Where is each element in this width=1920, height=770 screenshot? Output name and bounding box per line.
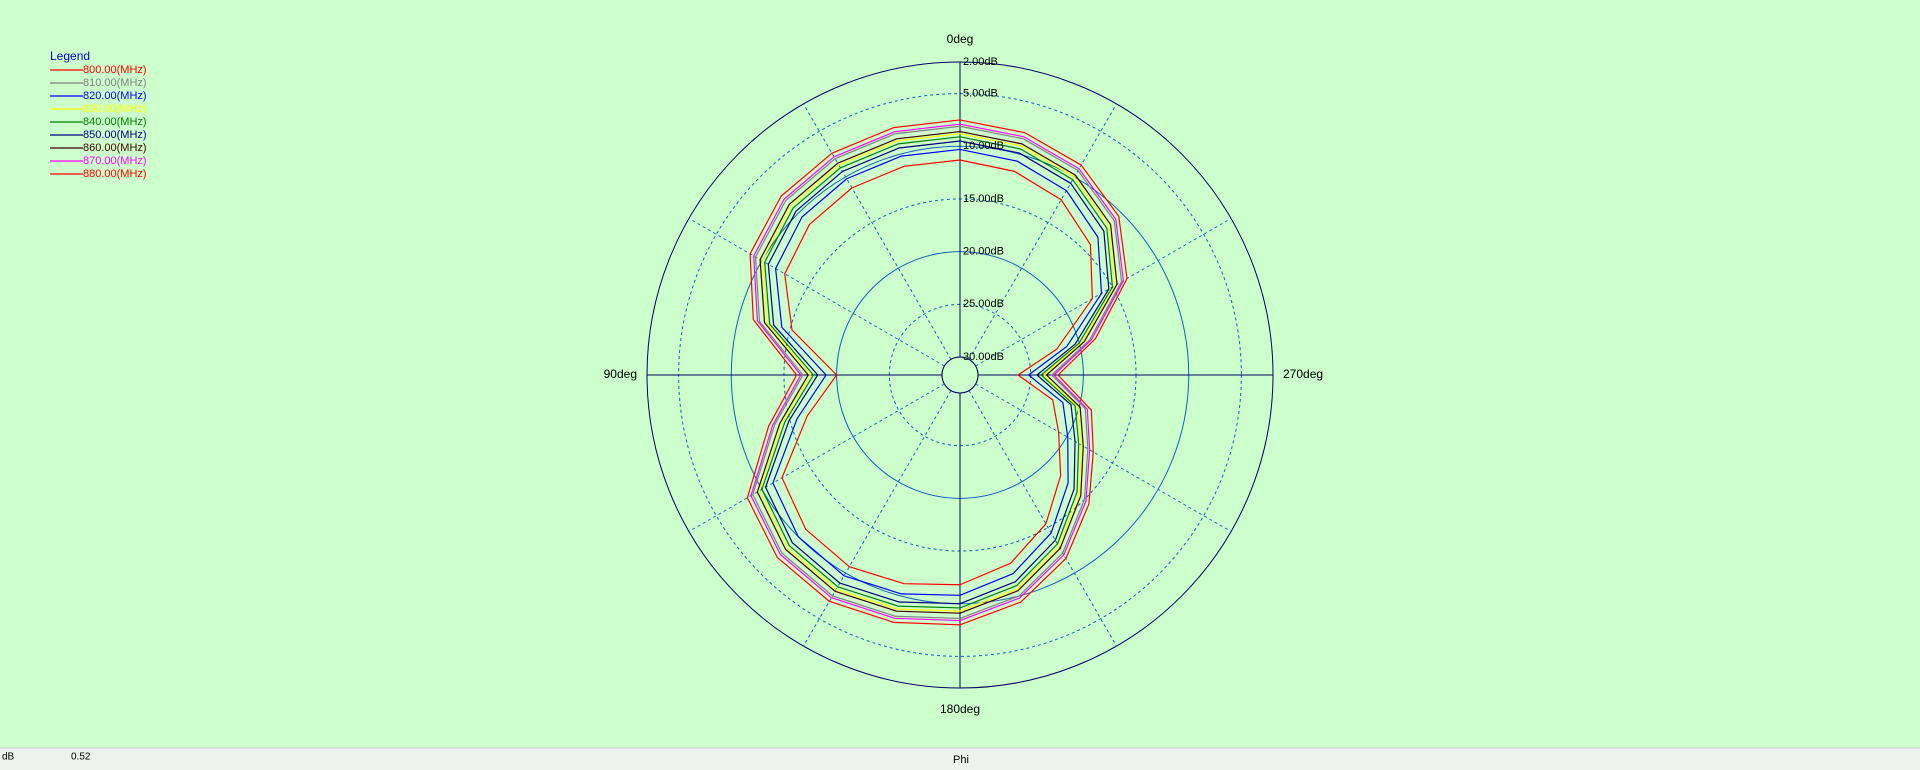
theta-tick-label: 270deg <box>1283 367 1323 381</box>
status-bar <box>0 748 1920 770</box>
spoke <box>968 390 1117 647</box>
legend-label: 880.00(MHz) <box>83 168 147 180</box>
legend-label: 870.00(MHz) <box>83 155 147 167</box>
legend-label: 860.00(MHz) <box>83 142 147 154</box>
legend: 800.00(MHz)810.00(MHz)820.00(MHz)830.00(… <box>50 64 147 180</box>
center-hole <box>941 356 979 394</box>
x-axis-label: Phi <box>953 754 969 766</box>
legend-label: 850.00(MHz) <box>83 129 147 141</box>
series-curve <box>764 140 1110 605</box>
spoke <box>968 103 1117 360</box>
series-curve <box>750 123 1124 622</box>
spoke <box>975 218 1232 367</box>
spoke <box>688 218 945 367</box>
legend-title: Legend <box>50 49 90 63</box>
labels: 2.00dB 5.00dB 10.00dB 15.00dB 20.00dB 25.00dB… <box>604 32 1323 716</box>
readout-unit: dB <box>2 752 15 763</box>
series-curve <box>746 119 1128 626</box>
spoke <box>803 390 952 647</box>
legend-label: 830.00(MHz) <box>83 103 147 115</box>
r-tick-label: 25.00dB <box>963 298 1004 310</box>
legend-label: 820.00(MHz) <box>83 90 147 102</box>
series-curve <box>781 159 1093 586</box>
theta-tick-label: 90deg <box>604 367 637 381</box>
series-curve <box>772 148 1103 596</box>
r-tick-label: 5.00dB <box>963 88 998 100</box>
series-curve <box>758 133 1116 612</box>
series-curve <box>752 125 1123 620</box>
theta-tick-label: 180deg <box>940 702 980 716</box>
r-tick-label: 2.00dB <box>963 56 998 68</box>
spoke <box>688 383 945 532</box>
curves <box>746 119 1128 626</box>
series-curve <box>761 136 1114 609</box>
theta-tick-label: 0deg <box>947 32 974 46</box>
legend-label: 810.00(MHz) <box>83 77 147 89</box>
r-tick-label: 10.00dB <box>963 140 1004 152</box>
readout-value: 0.52 <box>71 752 91 763</box>
spoke <box>803 103 952 360</box>
r-tick-label: 30.00dB <box>963 351 1004 363</box>
legend-label: 800.00(MHz) <box>83 64 147 76</box>
r-tick-label: 15.00dB <box>963 193 1004 205</box>
series-curve <box>756 130 1118 614</box>
spoke <box>975 383 1232 532</box>
legend-label: 840.00(MHz) <box>83 116 147 128</box>
r-tick-label: 20.00dB <box>963 246 1004 258</box>
